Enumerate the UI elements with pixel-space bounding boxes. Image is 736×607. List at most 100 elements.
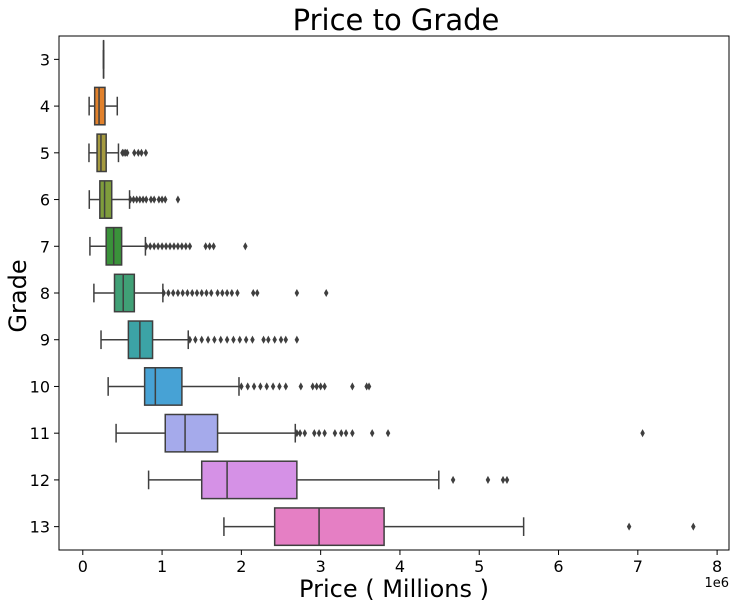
outlier-point [385,429,391,438]
outlier-point [251,288,256,298]
outlier-point [162,195,168,204]
outlier-point [205,335,211,344]
outlier-point [163,242,169,251]
outlier-point [180,288,185,298]
box-group-grade-6 [88,180,181,219]
outlier-point [136,148,141,157]
box [273,507,385,547]
outlier-point [366,382,372,391]
outlier-point [151,195,157,204]
outlier-point [298,382,304,391]
outlier-point [151,242,157,251]
x-tick-label: 8 [712,557,722,576]
outlier-point [147,242,153,251]
outlier-point [297,429,303,438]
outlier-point [231,335,236,344]
outlier-point [294,335,300,344]
outlier-point [261,335,266,344]
outlier-point [204,288,209,298]
y-tick-label: 5 [40,144,50,163]
outlier-point [189,288,195,298]
outlier-point [339,429,344,438]
box [200,460,298,500]
outlier-point [161,288,166,298]
outlier-point [323,288,329,298]
outlier-point [179,242,185,251]
outlier-point [183,242,189,251]
outlier-point [294,288,300,298]
outlier-point [243,242,248,251]
outlier-point [207,242,212,251]
outlier-point [185,288,190,298]
outlier-point [166,288,171,298]
outlier-point [485,475,491,484]
outlier-point [199,335,204,344]
outlier-point [251,382,257,391]
box-group-grade-4 [88,86,119,126]
outlier-point [199,288,204,298]
box [93,86,106,126]
outlier-point [322,429,327,438]
outlier-point [314,382,319,391]
outlier-point [243,335,249,344]
outlier-point [124,148,130,157]
outlier-point [350,382,355,391]
x-tick-label: 0 [78,557,88,576]
outlier-point [175,288,181,298]
x-tick-label: 2 [236,557,246,576]
outlier-point [137,195,143,204]
outlier-point [283,335,289,344]
outlier-point [283,382,289,391]
box-group-grade-9 [100,320,300,360]
box [99,180,113,219]
y-tick-label: 11 [30,424,50,443]
outlier-point [258,382,263,391]
outlier-point [170,288,176,298]
outlier-point [156,195,162,204]
outlier-point [343,429,349,438]
outlier-point [224,335,230,344]
outlier-point [215,288,220,298]
outlier-point [245,382,250,391]
y-tick-label: 3 [40,50,50,69]
outlier-point [322,382,327,391]
outlier-point [691,522,696,531]
outlier-point [143,148,149,157]
outlier-point [131,195,136,204]
outlier-point [159,195,165,204]
outlier-point [640,429,645,438]
outlier-point [128,195,133,204]
outlier-point [500,475,506,484]
outlier-point [175,242,181,251]
outlier-point [316,429,322,438]
x-tick-label: 7 [633,557,643,576]
outlier-point [350,429,355,438]
x-tick-label: 3 [316,557,326,576]
box-group-grade-10 [107,367,372,406]
outlier-point [171,242,177,251]
outlier-point [208,288,214,298]
outlier-point [312,429,317,438]
outlier-point [266,335,271,344]
outlier-point [239,382,244,391]
x-axis-label: Price ( Millions ) [299,575,489,603]
y-tick-label: 10 [30,377,50,396]
outlier-point [626,522,632,531]
outlier-point [278,335,284,344]
outlier-point [187,335,193,344]
outlier-point [194,288,200,298]
outlier-point [302,429,308,438]
y-tick-label: 8 [40,284,50,303]
outlier-point [270,382,276,391]
chart-title: Price to Grade [293,3,500,37]
x-axis-offset-label: 1e6 [704,576,729,591]
y-tick-label: 12 [30,471,50,490]
box-group-grade-12 [147,460,510,500]
outlier-point [167,242,173,251]
outlier-point [310,382,315,391]
outlier-point [264,382,269,391]
outlier-point [211,242,216,251]
outlier-point [369,429,375,438]
